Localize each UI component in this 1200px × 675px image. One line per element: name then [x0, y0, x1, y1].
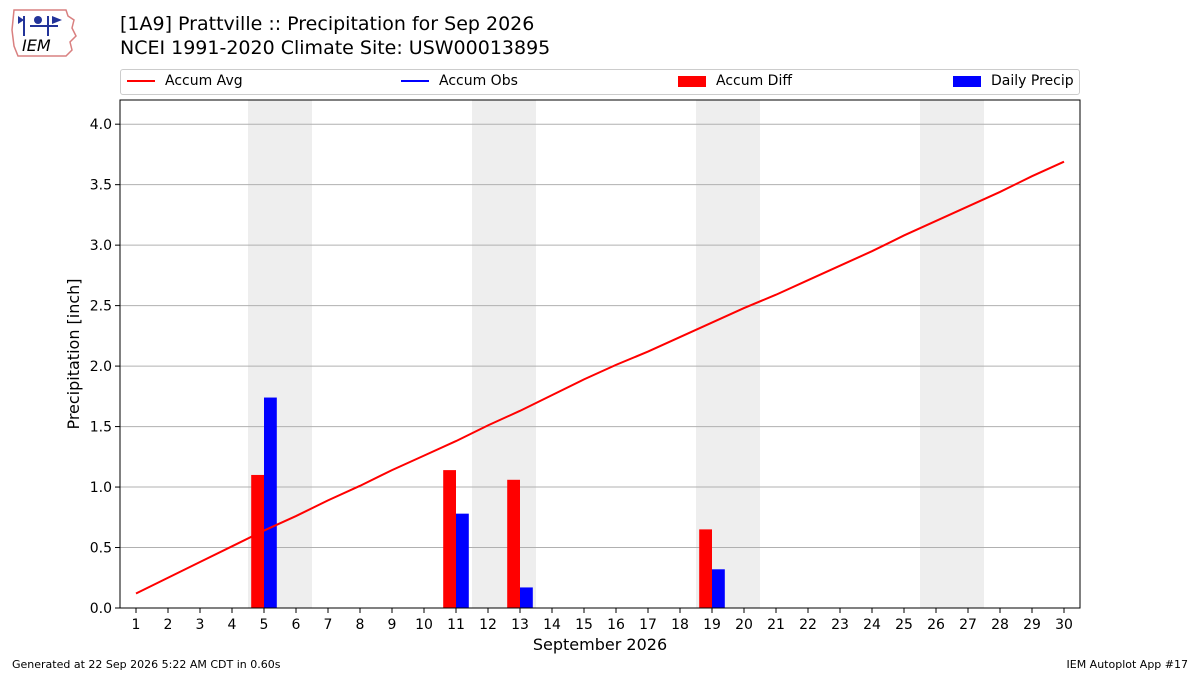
x-tick-label: 5	[260, 617, 269, 633]
x-tick-label: 6	[292, 617, 301, 633]
y-tick-label: 2.0	[90, 359, 112, 375]
x-tick-label: 21	[767, 617, 785, 633]
x-tick-label: 17	[639, 617, 657, 633]
x-tick-label: 23	[831, 617, 849, 633]
legend-swatch-accum-avg	[127, 80, 155, 82]
x-tick-label: 4	[228, 617, 237, 633]
x-tick-label: 9	[388, 617, 397, 633]
daily-precip-bar	[456, 513, 469, 608]
x-tick-label: 20	[735, 617, 753, 633]
x-tick-label: 14	[543, 617, 561, 633]
y-tick-label: 3.0	[90, 238, 112, 254]
y-tick-label: 2.5	[90, 299, 112, 315]
daily-precip-bar	[712, 569, 725, 608]
x-tick-label: 22	[799, 617, 817, 633]
x-tick-label: 25	[895, 617, 913, 633]
x-tick-label: 3	[196, 617, 205, 633]
x-tick-label: 27	[959, 617, 977, 633]
legend-label-accum-avg: Accum Avg	[165, 73, 243, 89]
legend-label-daily-precip: Daily Precip	[991, 73, 1074, 89]
x-tick-label: 7	[324, 617, 333, 633]
legend-label-accum-obs: Accum Obs	[439, 73, 518, 89]
daily-precip-bar	[520, 587, 533, 608]
x-tick-label: 12	[479, 617, 497, 633]
line-layer	[135, 160, 1065, 595]
logo-text: IEM	[22, 36, 51, 55]
x-tick-label: 1	[132, 617, 141, 633]
footer-generated-text: Generated at 22 Sep 2026 5:22 AM CDT in …	[12, 658, 281, 671]
x-tick-label: 11	[447, 617, 465, 633]
x-tick-label: 10	[415, 617, 433, 633]
bar-layer	[251, 397, 725, 608]
plot-frame	[119, 99, 1081, 609]
x-tick-label: 26	[927, 617, 945, 633]
y-tick-label: 1.0	[90, 480, 112, 496]
chart-title-block: [1A9] Prattville :: Precipitation for Se…	[120, 12, 550, 60]
x-tick-label: 28	[991, 617, 1009, 633]
legend-swatch-accum-obs	[401, 80, 429, 82]
y-axis-label: Precipitation [inch]	[64, 278, 83, 429]
weekend-band	[472, 100, 536, 608]
accum-diff-bar	[699, 529, 712, 608]
iem-logo-graphic: IEM	[11, 9, 77, 57]
chart-legend: Accum Avg Accum Obs Accum Diff Daily Pre…	[120, 69, 1080, 95]
daily-precip-bar	[264, 397, 277, 608]
y-tick-label: 1.5	[90, 420, 112, 436]
page-subtitle: NCEI 1991-2020 Climate Site: USW00013895	[120, 37, 551, 59]
iem-logo: IEM	[8, 6, 80, 60]
x-tick-label: 8	[356, 617, 365, 633]
footer-app-label: IEM Autoplot App #17	[1066, 658, 1189, 671]
legend-item-accum-diff: Accum Diff	[678, 73, 792, 89]
y-tick-label: 3.5	[90, 178, 112, 194]
legend-item-accum-obs: Accum Obs	[401, 73, 518, 89]
axis-layer: 0.00.51.01.52.02.53.03.54.01 2 3 4 5 6 7 8 9 10 11…	[90, 117, 1073, 633]
y-tick-label: 4.0	[90, 117, 112, 133]
accum-diff-bar	[251, 474, 264, 608]
x-tick-label: 30	[1055, 617, 1073, 633]
x-tick-label: 13	[511, 617, 529, 633]
weekend-band	[920, 100, 984, 608]
legend-item-daily-precip: Daily Precip	[953, 73, 1074, 89]
weekend-shading-layer	[248, 100, 984, 608]
x-tick-label: 19	[703, 617, 721, 633]
x-tick-label: 24	[863, 617, 881, 633]
x-tick-label: 15	[575, 617, 593, 633]
legend-swatch-accum-diff	[678, 75, 706, 87]
accum-diff-bar	[443, 470, 456, 608]
legend-label-accum-diff: Accum Diff	[716, 73, 793, 89]
x-tick-label: 2	[164, 617, 173, 633]
legend-swatch-daily-precip	[953, 75, 981, 87]
page-title: [1A9] Prattville :: Precipitation for Se…	[120, 13, 535, 35]
x-tick-label: 16	[607, 617, 625, 633]
x-tick-label: 29	[1023, 617, 1041, 633]
legend-item-accum-avg: Accum Avg	[127, 73, 243, 89]
accum-diff-bar	[507, 479, 520, 608]
x-axis-label: September 2026	[533, 635, 667, 654]
x-tick-label: 18	[671, 617, 689, 633]
accum-avg-line	[135, 160, 1065, 595]
y-tick-label: 0.0	[90, 601, 112, 617]
y-tick-label: 0.5	[90, 541, 112, 557]
